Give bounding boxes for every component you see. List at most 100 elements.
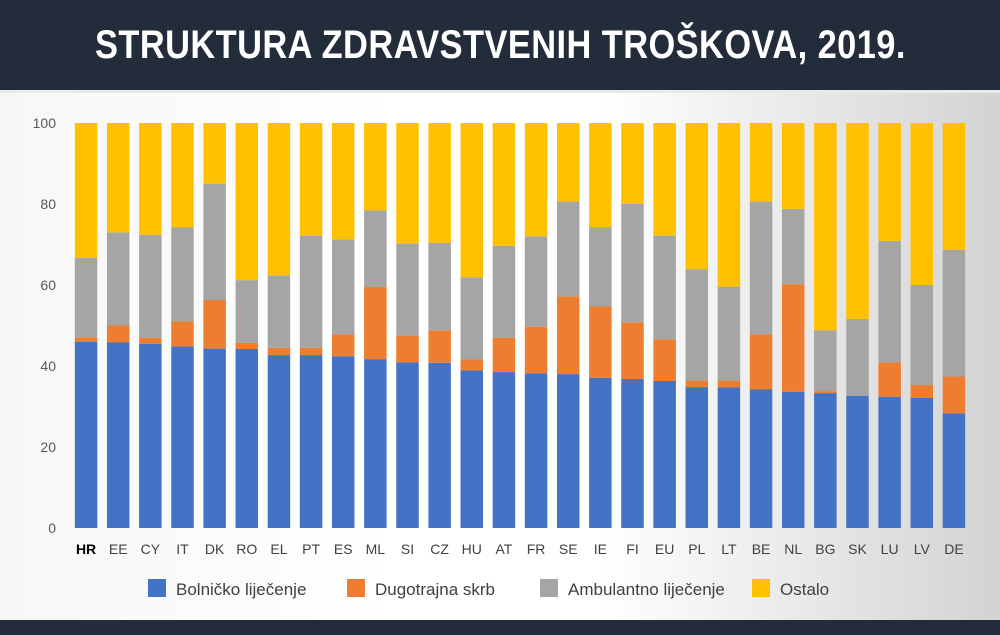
bar-segment-pt-1 [299,347,323,356]
bar-segment-ee-3 [106,123,130,233]
bar-segment-lt-3 [717,123,741,287]
bar-segment-si-0 [396,362,419,528]
footer-bar [0,620,1000,635]
x-tick-label-es: ES [334,541,353,557]
bar-segment-lv-2 [910,285,934,386]
x-tick-label-hr: HR [76,541,96,557]
bar-segment-sk-0 [846,395,869,528]
bar-segment-lu-0 [878,396,901,528]
bar-segment-el-2 [267,275,291,348]
bar-segment-hr-0 [74,341,98,528]
bar-segment-fr-3 [524,123,548,237]
bar-segment-nl-1 [781,284,805,392]
bar-segment-de-1 [942,376,966,414]
x-tick-label-be: BE [752,541,771,557]
header-bar: STRUKTURA ZDRAVSTVENIH TROŠKOVA, 2019. [0,0,1000,90]
bar-segment-at-2 [492,245,516,338]
bar-segment-pt-3 [299,123,323,236]
bar-segment-nl-0 [781,391,805,528]
bar-segment-es-1 [331,334,355,357]
legend-swatch [540,579,558,597]
bar-segment-ml-0 [364,359,387,528]
bar-segment-bg-3 [814,123,837,331]
bar-segment-ro-1 [235,342,259,349]
bar-segment-hr-3 [74,123,98,258]
bar-segment-es-0 [331,356,355,528]
bar-segment-si-1 [396,335,419,363]
bar-segment-se-1 [556,296,580,375]
bar-segment-ee-0 [106,342,130,528]
bar-segment-si-3 [396,123,419,244]
x-tick-label-lu: LU [881,541,899,557]
x-tick-label-fi: FI [626,541,638,557]
y-tick-label: 20 [40,439,56,455]
bar-segment-el-1 [267,347,291,356]
bar-segment-ml-1 [364,287,387,360]
bar-segment-pt-0 [299,355,323,528]
bar-segment-it-0 [171,346,194,528]
bar-segment-lu-1 [878,362,901,397]
x-tick-label-pl: PL [688,541,705,557]
legend-swatch [752,579,770,597]
bar-segment-ml-2 [364,210,387,288]
x-tick-label-hu: HU [462,541,482,557]
bar-segment-cz-1 [428,330,451,363]
x-tick-label-dk: DK [205,541,225,557]
bar-segment-es-3 [331,123,355,240]
bar-segment-sk-2 [846,319,869,396]
bar-segment-ro-0 [235,348,259,528]
x-tick-label-ml: ML [366,541,386,557]
bar-segment-pt-2 [299,236,323,348]
y-axis: 0 20 40 60 80 100 [33,115,57,536]
bar-segment-eu-1 [653,339,676,381]
bar-segment-it-3 [171,123,194,228]
bar-segment-hu-0 [460,370,484,528]
y-tick-label: 60 [40,277,56,293]
bar-segment-eu-3 [653,123,676,236]
bar-segment-sk-3 [846,123,869,320]
bar-segment-at-0 [492,372,516,528]
bar-segment-dk-2 [203,183,226,300]
legend: Bolničko liječenje Dugotrajna skrb Ambulan… [148,579,829,599]
legend-label: Bolničko liječenje [176,580,306,599]
x-tick-label-lt: LT [721,541,737,557]
x-tick-label-at: AT [496,541,513,557]
bar-segment-bg-1 [814,391,837,394]
bar-segment-ro-3 [235,123,259,281]
legend-swatch [347,579,365,597]
x-tick-label-cy: CY [141,541,161,557]
bar-segment-lu-3 [878,123,901,241]
bar-segment-at-1 [492,337,516,373]
x-tick-label-bg: BG [815,541,835,557]
bar-segment-de-0 [942,413,966,528]
bar-segment-el-3 [267,123,291,276]
bar-segment-se-3 [556,123,580,202]
x-tick-label-it: IT [176,541,189,557]
bar-segment-nl-2 [781,208,805,285]
bar-segment-eu-2 [653,235,676,340]
bar-segment-de-3 [942,123,966,250]
bar-segment-hr-2 [74,257,98,338]
bar-segment-hu-2 [460,277,484,360]
bar-segment-lt-2 [717,286,741,381]
bar-segment-lu-2 [878,240,901,363]
y-tick-label: 80 [40,196,56,212]
x-tick-label-el: EL [270,541,287,557]
bar-segment-cy-2 [139,234,162,338]
bar-segment-cz-0 [428,362,451,528]
bar-segment-dk-0 [203,348,226,528]
bar-segment-it-2 [171,227,194,322]
bar-segment-bg-2 [814,330,837,392]
bar-segment-lv-3 [910,123,934,285]
x-tick-label-eu: EU [655,541,674,557]
bar-segment-be-0 [749,389,773,528]
x-axis-labels: HR EE CY IT DK RO EL PT ES ML SI CZ HU AT FR SE IE FI EU PL… [76,541,964,557]
x-tick-label-lv: LV [914,541,931,557]
bar-segment-lv-0 [910,398,934,528]
bar-segment-es-2 [331,239,355,335]
bar-segment-lt-0 [717,387,741,528]
bar-segment-ee-1 [106,325,130,343]
bar-segment-cy-1 [139,337,162,344]
bar-segment-cz-3 [428,123,451,243]
bar-segment-el-0 [267,355,291,528]
